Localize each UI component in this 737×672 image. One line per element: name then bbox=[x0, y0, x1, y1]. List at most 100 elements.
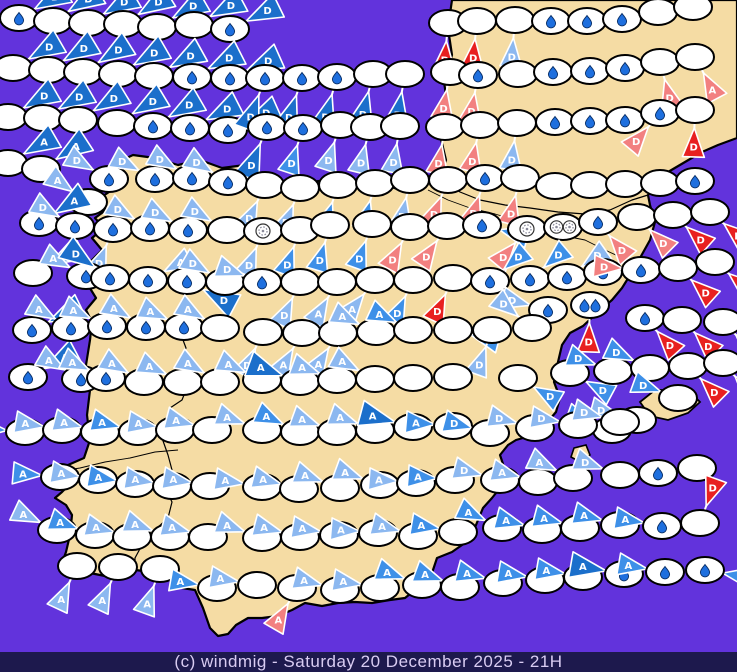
weather-station: D bbox=[550, 359, 618, 406]
station-ellipse bbox=[282, 319, 322, 347]
weather-station: A bbox=[98, 293, 166, 341]
weather-station: A bbox=[364, 299, 433, 344]
wind-pennant: A bbox=[249, 465, 283, 489]
rain-drop-icon bbox=[182, 223, 194, 238]
wind-pennant: D bbox=[27, 192, 61, 218]
pennant-letter: A bbox=[143, 599, 151, 610]
rain-drop-icon bbox=[542, 303, 554, 318]
wind-pennant-flag bbox=[213, 510, 246, 534]
station-ellipse bbox=[680, 509, 720, 537]
weather-station: D bbox=[690, 198, 737, 252]
weather-station bbox=[602, 5, 642, 33]
wind-pennant-flag bbox=[57, 347, 91, 372]
station-ellipse bbox=[512, 314, 552, 342]
wind-pennant-flag bbox=[86, 464, 119, 488]
wind-pennant: A bbox=[158, 513, 192, 537]
wind-pennant-flag bbox=[107, 146, 140, 172]
rain-drop-icon bbox=[579, 298, 590, 313]
wind-pennant-flag bbox=[502, 241, 534, 271]
wind-pennant-flag bbox=[464, 346, 488, 379]
rain-drop-icon bbox=[561, 270, 573, 285]
wind-pennant-flag bbox=[656, 330, 686, 362]
weather-station bbox=[535, 172, 575, 200]
weather-station: A bbox=[613, 506, 682, 540]
wind-pennant-flag bbox=[62, 30, 102, 62]
weather-station: D bbox=[210, 43, 286, 92]
wind-pennant-flag bbox=[564, 343, 597, 367]
weather-station bbox=[393, 364, 433, 392]
wind-pennant: A bbox=[496, 560, 529, 584]
station-ellipse bbox=[13, 259, 53, 287]
rain-drop-icon bbox=[656, 519, 668, 534]
weather-station: D bbox=[140, 197, 208, 244]
pennant-letter: A bbox=[168, 523, 176, 534]
rain-drop-icon bbox=[619, 113, 631, 128]
pennant-letter: D bbox=[439, 104, 447, 115]
wind-pennant: D bbox=[502, 241, 534, 271]
pennant-letter: D bbox=[612, 348, 620, 359]
wind-pennant: A bbox=[453, 497, 487, 522]
pennant-letter: D bbox=[223, 105, 231, 116]
wind-pennant-flag bbox=[98, 293, 132, 319]
wind-pennant-flag bbox=[123, 466, 156, 490]
wind-pennant-flag bbox=[331, 457, 364, 481]
pennant-letter: A bbox=[72, 142, 80, 153]
wind-pennant-flag bbox=[277, 144, 300, 177]
pennant-letter: A bbox=[421, 570, 429, 581]
pennant-letter: A bbox=[223, 521, 231, 532]
pennant-letter: A bbox=[95, 473, 103, 484]
weather-station bbox=[675, 167, 715, 195]
weather-station: A bbox=[616, 552, 685, 586]
wind-pennant-flag bbox=[410, 240, 438, 272]
pennant-letter: D bbox=[80, 44, 88, 55]
wind-pennant: D bbox=[608, 234, 638, 266]
wind-pennant-flag bbox=[168, 568, 201, 592]
pennant-letter: A bbox=[414, 472, 422, 483]
snow-circle-icon bbox=[522, 224, 532, 234]
weather-station: D bbox=[0, 77, 63, 131]
station-ellipse bbox=[518, 468, 558, 496]
wind-pennant-flag bbox=[567, 551, 608, 579]
wind-pennant-flag bbox=[251, 401, 285, 426]
pennant-letter: D bbox=[247, 113, 255, 124]
weather-station: A bbox=[0, 123, 63, 177]
wind-pennant: D bbox=[585, 380, 618, 406]
wind-pennant: A bbox=[86, 464, 119, 488]
pennant-letter: A bbox=[40, 138, 48, 149]
weather-station bbox=[570, 107, 610, 135]
station-ellipse bbox=[23, 104, 63, 132]
pennant-letter: D bbox=[709, 484, 717, 495]
weather-station: D bbox=[57, 235, 130, 292]
weather-station: D bbox=[380, 112, 420, 175]
pennant-letter: A bbox=[110, 304, 118, 315]
weather-station: D bbox=[170, 91, 245, 142]
rain-drop-icon bbox=[75, 372, 87, 387]
weather-station: D bbox=[213, 254, 282, 296]
station-ellipse bbox=[207, 216, 247, 244]
wind-pennant: D bbox=[344, 240, 368, 273]
pennant-letter: A bbox=[378, 522, 386, 533]
snow-circle-icon bbox=[552, 222, 561, 232]
rain-drop-icon bbox=[584, 64, 596, 79]
pennant-letter: A bbox=[502, 516, 510, 527]
rain-drop-icon bbox=[547, 65, 559, 80]
pennant-letter: A bbox=[338, 357, 346, 368]
wind-pennant: A bbox=[46, 507, 79, 531]
wind-pennant-flag bbox=[721, 566, 737, 590]
wind-pennant-flag bbox=[42, 165, 75, 193]
wind-pennant-flag bbox=[364, 299, 398, 324]
rain-drop-icon bbox=[484, 274, 496, 289]
rain-drop-icon bbox=[69, 219, 81, 234]
rain-drop-icon bbox=[476, 218, 488, 233]
station-ellipse bbox=[0, 103, 28, 131]
pennant-letter: D bbox=[433, 307, 441, 318]
pennant-letter: A bbox=[298, 415, 306, 426]
station-ellipse bbox=[500, 164, 540, 192]
station-ellipse bbox=[570, 291, 610, 319]
pennant-letter: D bbox=[191, 207, 199, 218]
wind-pennant: A bbox=[288, 404, 321, 428]
wind-pennant-flag bbox=[144, 144, 178, 170]
rain-drop-icon bbox=[100, 371, 112, 386]
weather-station bbox=[543, 213, 583, 241]
wind-pennant: A bbox=[213, 402, 246, 426]
